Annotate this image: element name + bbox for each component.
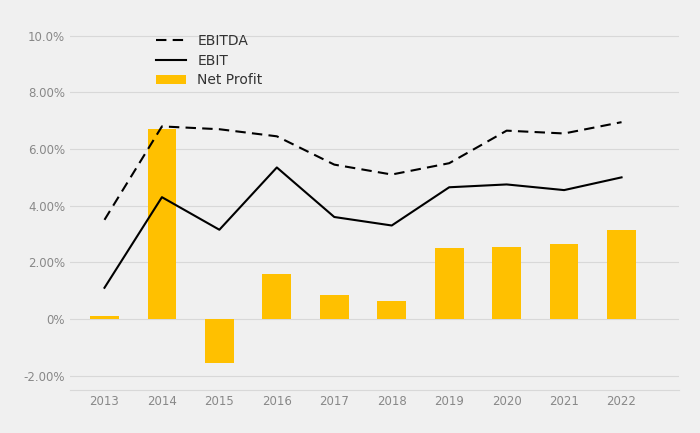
- Bar: [205, 319, 234, 363]
- EBIT: [272, 165, 281, 170]
- EBIT: [388, 223, 396, 228]
- Bar: [550, 244, 578, 319]
- EBITDA: [617, 120, 626, 125]
- EBITDA: [330, 162, 339, 167]
- EBIT: [617, 175, 626, 180]
- EBIT: [503, 182, 511, 187]
- EBITDA: [560, 131, 568, 136]
- Bar: [148, 129, 176, 319]
- Bar: [492, 247, 521, 319]
- Bar: [435, 248, 463, 319]
- Line: EBIT: EBIT: [104, 168, 622, 288]
- Legend: EBITDA, EBIT, Net Profit: EBITDA, EBIT, Net Profit: [150, 29, 268, 93]
- EBIT: [330, 214, 339, 220]
- EBIT: [100, 285, 108, 291]
- Line: EBITDA: EBITDA: [104, 122, 622, 220]
- EBITDA: [100, 217, 108, 223]
- Bar: [607, 230, 636, 319]
- EBITDA: [158, 124, 166, 129]
- Bar: [320, 295, 349, 319]
- Bar: [377, 301, 406, 319]
- EBIT: [560, 187, 568, 193]
- EBIT: [158, 194, 166, 200]
- EBITDA: [388, 172, 396, 177]
- EBITDA: [503, 128, 511, 133]
- Bar: [262, 274, 291, 319]
- EBIT: [445, 185, 454, 190]
- EBITDA: [272, 134, 281, 139]
- EBIT: [215, 227, 223, 233]
- Bar: [90, 316, 119, 319]
- EBITDA: [445, 161, 454, 166]
- EBITDA: [215, 126, 223, 132]
